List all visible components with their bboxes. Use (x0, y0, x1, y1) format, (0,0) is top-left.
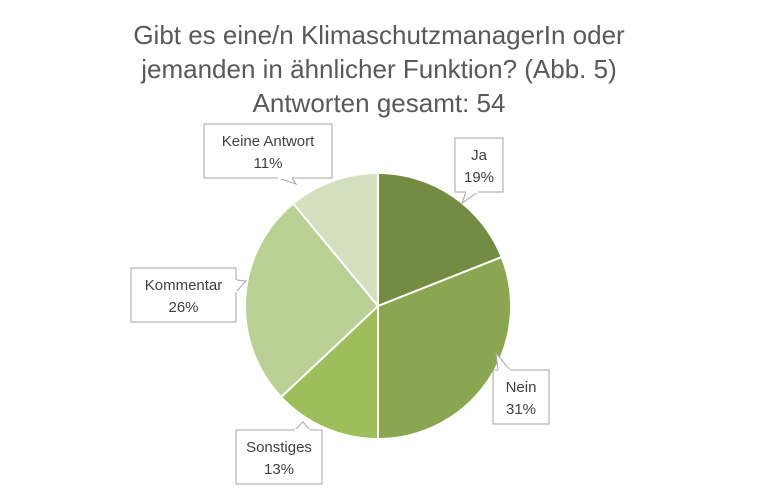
data-label-percent: 11% (254, 155, 283, 172)
data-label-box (454, 137, 504, 193)
chart-title: Gibt es eine/n KlimaschutzmanagerIn oder… (133, 20, 625, 118)
data-label-percent: 19% (464, 169, 494, 186)
data-label-pointer (293, 421, 312, 431)
data-label-box (492, 369, 550, 425)
data-label-ja: Ja 19% (454, 137, 504, 205)
pie-slice-nein (377, 256, 512, 440)
data-label-kommentar: Kommentar 26% (130, 267, 248, 323)
pie-slice-keine-antwort (292, 172, 379, 307)
data-label-pointer (460, 191, 480, 205)
data-label-category: Nein (506, 379, 537, 396)
pie-slice-ja (377, 172, 503, 307)
pie-slice-sonstiges (280, 305, 379, 440)
data-label-box (130, 267, 237, 323)
chart-title-line-3: Antworten gesamt: 54 (253, 88, 506, 118)
data-label-callouts: Ja 19% Nein 31% Sonstiges 13% Kommentar 26% Kein… (130, 123, 550, 485)
data-label-box (235, 429, 323, 485)
chart-title-line-2: jemanden in ähnlicher Funktion? (Abb. 5) (140, 54, 617, 84)
pie-slice-kommentar (244, 202, 379, 399)
data-label-category: Sonstiges (246, 439, 312, 456)
pie-slices (244, 172, 512, 440)
chart-title-line-1: Gibt es eine/n KlimaschutzmanagerIn oder (133, 20, 625, 50)
data-label-pointer (495, 351, 512, 371)
data-label-percent: 26% (168, 299, 198, 316)
data-label-category: Keine Antwort (222, 133, 315, 150)
data-label-sonstiges: Sonstiges 13% (235, 421, 323, 485)
data-label-keine-antwort: Keine Antwort 11% (203, 123, 333, 185)
data-label-category: Kommentar (145, 277, 223, 294)
data-label-box (203, 123, 333, 179)
data-label-percent: 31% (506, 401, 536, 418)
data-label-category: Ja (471, 147, 488, 164)
data-label-percent: 13% (264, 461, 294, 478)
data-label-pointer (235, 279, 248, 294)
data-label-nein: Nein 31% (492, 351, 550, 425)
